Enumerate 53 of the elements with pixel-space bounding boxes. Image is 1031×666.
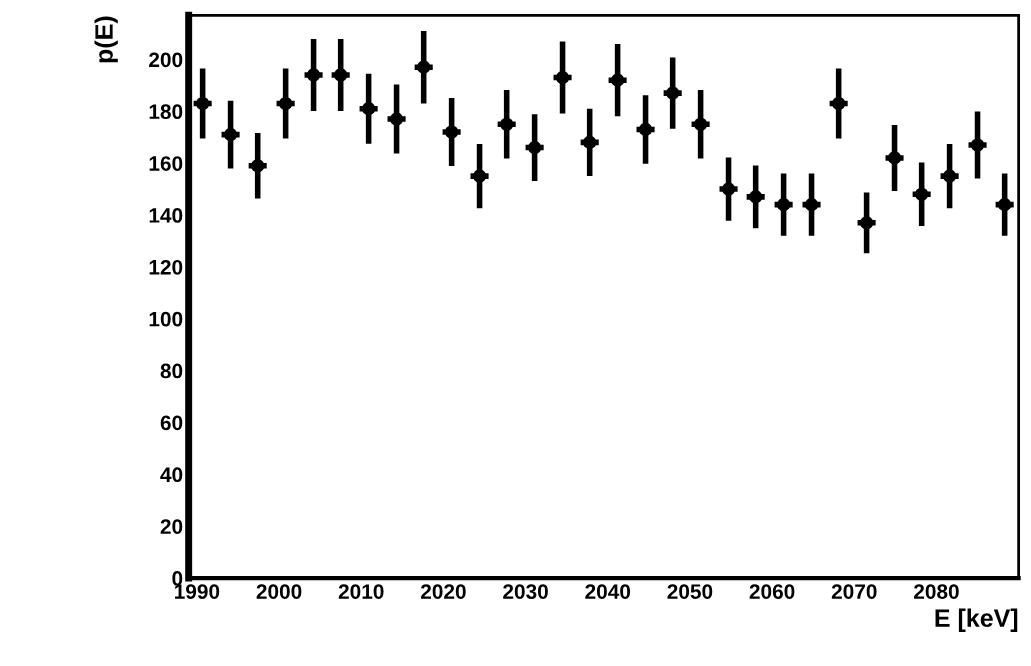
y-tick-label: 40 bbox=[160, 467, 183, 483]
point bbox=[749, 190, 763, 204]
point bbox=[777, 198, 791, 212]
point bbox=[417, 60, 431, 74]
point bbox=[860, 216, 874, 230]
x-tick-label: 2000 bbox=[256, 584, 302, 599]
point bbox=[583, 135, 597, 149]
y-tick-label: 200 bbox=[149, 52, 183, 68]
x-tick-label: 2010 bbox=[338, 584, 384, 599]
point bbox=[804, 198, 819, 212]
x-tick-label: 2070 bbox=[831, 584, 877, 599]
x-tick-label: 2030 bbox=[503, 584, 548, 599]
x-tick-label: 2080 bbox=[914, 584, 959, 599]
point bbox=[389, 112, 404, 126]
point bbox=[472, 169, 487, 183]
point bbox=[362, 102, 376, 116]
y-tick-label: 80 bbox=[160, 363, 183, 379]
point bbox=[887, 151, 902, 165]
x-tick-label: 2020 bbox=[420, 584, 466, 599]
y-tick-label: 120 bbox=[149, 259, 183, 275]
point bbox=[694, 117, 708, 131]
point bbox=[528, 140, 542, 155]
point bbox=[998, 198, 1012, 212]
x-tick-label: 2040 bbox=[585, 584, 631, 599]
point bbox=[500, 117, 514, 131]
x-tick-label: 2050 bbox=[667, 584, 713, 599]
point bbox=[638, 122, 653, 137]
x-tick-label: 2060 bbox=[749, 584, 795, 599]
y-axis-title: p(E) bbox=[94, 16, 118, 63]
x-tick-label: 1990 bbox=[175, 584, 220, 599]
point bbox=[915, 187, 929, 201]
point bbox=[666, 86, 680, 100]
point bbox=[943, 169, 957, 183]
point bbox=[970, 138, 985, 152]
point bbox=[611, 73, 625, 87]
point bbox=[196, 96, 210, 111]
point bbox=[306, 68, 321, 82]
point bbox=[721, 182, 736, 196]
y-tick-label: 20 bbox=[160, 519, 183, 534]
y-tick-label: 60 bbox=[160, 415, 183, 431]
point bbox=[832, 96, 846, 111]
y-tick-label: 140 bbox=[149, 208, 183, 223]
point bbox=[555, 70, 570, 85]
point bbox=[334, 68, 348, 82]
y-tick-label: 100 bbox=[149, 311, 183, 327]
point bbox=[223, 128, 238, 142]
y-tick-label: 0 bbox=[172, 571, 183, 586]
point bbox=[445, 125, 459, 139]
y-tick-label: 180 bbox=[149, 104, 183, 120]
point bbox=[251, 159, 265, 173]
y-tick-label: 160 bbox=[149, 156, 183, 171]
point bbox=[279, 96, 293, 111]
x-axis-title: E [keV] bbox=[935, 608, 1018, 632]
